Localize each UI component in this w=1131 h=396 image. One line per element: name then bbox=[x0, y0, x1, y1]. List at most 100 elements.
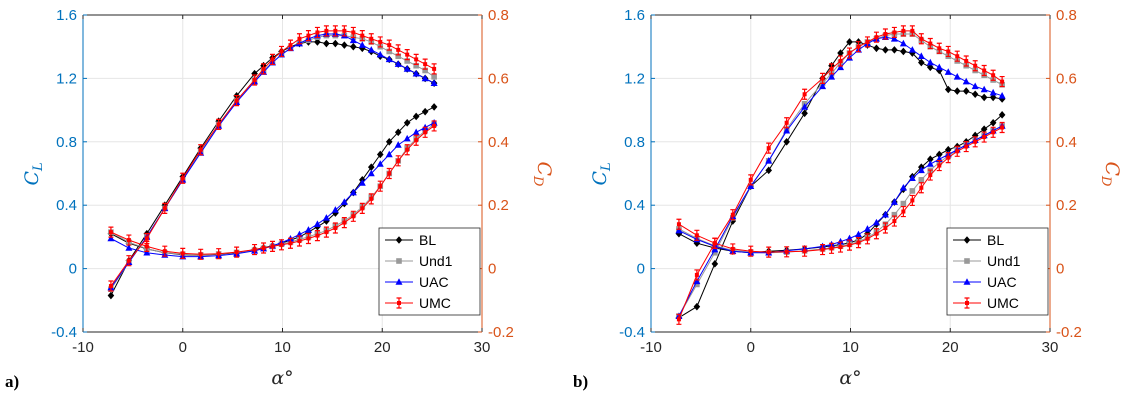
data-point bbox=[918, 177, 925, 183]
data-point bbox=[369, 196, 374, 201]
data-point bbox=[378, 184, 383, 189]
data-point bbox=[340, 198, 348, 205]
legend-marker bbox=[397, 301, 401, 305]
data-point bbox=[711, 260, 719, 268]
data-point bbox=[892, 30, 897, 35]
data-point bbox=[421, 107, 429, 116]
data-point bbox=[962, 77, 970, 85]
data-point bbox=[891, 46, 898, 54]
series-umc-cl bbox=[676, 25, 1005, 325]
data-point bbox=[998, 92, 1006, 99]
legend: BL Und1 UAC UMC bbox=[946, 227, 1049, 316]
data-point bbox=[405, 52, 410, 57]
legend-marker bbox=[964, 258, 970, 264]
data-point bbox=[820, 76, 825, 81]
data-point bbox=[387, 43, 392, 48]
data-point bbox=[358, 41, 366, 48]
data-point bbox=[766, 146, 771, 151]
data-point bbox=[998, 111, 1006, 119]
data-point bbox=[973, 63, 978, 68]
data-point bbox=[412, 128, 420, 136]
legend-label: Und1 bbox=[419, 253, 453, 269]
legend-marker bbox=[396, 258, 402, 264]
data-point bbox=[432, 123, 437, 128]
data-point bbox=[693, 277, 701, 285]
data-point bbox=[396, 47, 401, 52]
data-point bbox=[367, 169, 375, 177]
x-axis-label: α° bbox=[839, 367, 861, 389]
data-point bbox=[694, 233, 699, 238]
data-point bbox=[989, 118, 997, 127]
y-left-tick-label: 0.8 bbox=[56, 134, 77, 151]
data-point bbox=[873, 44, 880, 53]
data-point bbox=[313, 220, 321, 228]
data-point bbox=[107, 234, 115, 242]
data-point bbox=[288, 241, 293, 246]
data-point bbox=[349, 36, 357, 44]
data-point bbox=[837, 63, 845, 71]
data-point bbox=[901, 28, 906, 33]
data-point bbox=[944, 68, 952, 75]
data-point bbox=[297, 239, 302, 244]
y-right-axis-label: CD bbox=[530, 162, 555, 188]
legend-marker bbox=[395, 278, 403, 285]
y-right-tick-label: 0 bbox=[1056, 261, 1064, 278]
legend-box bbox=[378, 227, 481, 316]
y-right-tick-label: 0.4 bbox=[1056, 134, 1077, 151]
data-point bbox=[829, 246, 834, 251]
data-point bbox=[252, 77, 257, 82]
data-point bbox=[820, 247, 825, 252]
y-left-tick-label: 1.6 bbox=[624, 7, 645, 24]
data-point bbox=[838, 58, 843, 63]
data-point bbox=[784, 120, 789, 125]
x-tick-label: -10 bbox=[640, 339, 662, 356]
data-point bbox=[143, 248, 151, 256]
data-point bbox=[1000, 125, 1005, 130]
data-point bbox=[369, 36, 374, 41]
data-point bbox=[396, 158, 401, 163]
panel-label: a) bbox=[5, 372, 19, 391]
data-point bbox=[270, 244, 275, 249]
data-point bbox=[847, 243, 852, 248]
subscript: D bbox=[1098, 175, 1113, 187]
subscript: L bbox=[599, 162, 614, 172]
data-point bbox=[395, 53, 402, 60]
data-point bbox=[126, 258, 131, 263]
y-left-tick-label: 0.8 bbox=[624, 134, 645, 151]
data-point bbox=[783, 138, 790, 146]
y-left-tick-label: 0.4 bbox=[56, 197, 77, 214]
data-point bbox=[387, 171, 392, 176]
data-point bbox=[405, 147, 410, 152]
data-point bbox=[430, 79, 438, 86]
y-right-tick-label: 0.8 bbox=[488, 7, 509, 24]
data-point bbox=[838, 245, 843, 250]
data-point bbox=[928, 173, 933, 178]
data-point bbox=[198, 252, 203, 257]
data-point bbox=[935, 150, 943, 159]
data-point bbox=[865, 236, 870, 241]
data-point bbox=[432, 66, 437, 71]
data-point bbox=[279, 49, 284, 54]
data-point bbox=[423, 130, 428, 135]
data-point bbox=[404, 58, 410, 64]
data-point bbox=[819, 82, 827, 90]
series-umc-cd bbox=[676, 121, 1005, 258]
data-point bbox=[946, 155, 951, 160]
data-point bbox=[964, 144, 969, 149]
data-point bbox=[854, 230, 862, 238]
data-point bbox=[693, 239, 701, 248]
data-point bbox=[937, 46, 942, 51]
data-point bbox=[107, 291, 115, 300]
y-right-tick-label: 0.6 bbox=[1056, 70, 1077, 87]
data-point bbox=[234, 98, 239, 103]
data-point bbox=[730, 212, 735, 217]
data-point bbox=[927, 63, 934, 72]
data-point bbox=[675, 226, 683, 234]
y-right-tick-label: -0.2 bbox=[488, 324, 514, 341]
data-point bbox=[279, 242, 284, 247]
data-point bbox=[676, 222, 681, 227]
data-point bbox=[928, 41, 933, 46]
legend-label: BL bbox=[419, 232, 436, 248]
series-uac-cd bbox=[107, 118, 438, 260]
data-point bbox=[910, 198, 915, 203]
